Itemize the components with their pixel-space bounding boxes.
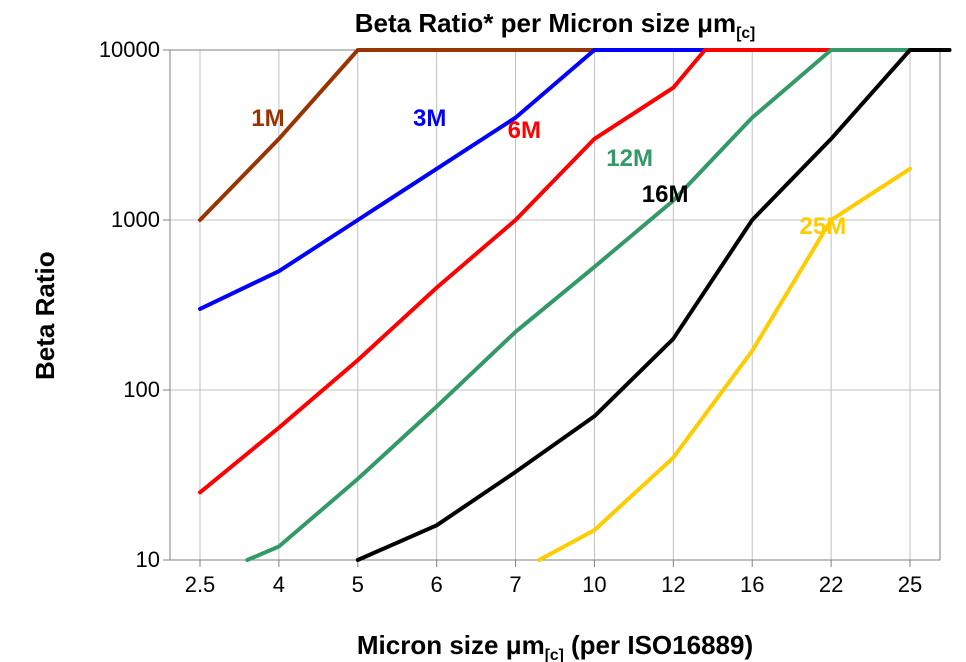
x-tick-label: 22 <box>801 572 861 598</box>
series-label-25M: 25M <box>800 213 847 241</box>
y-tick-label: 10 <box>80 547 160 573</box>
series-label-1M: 1M <box>251 105 284 133</box>
y-tick-label: 100 <box>80 377 160 403</box>
series-label-16M: 16M <box>642 181 689 209</box>
series-label-3M: 3M <box>413 105 446 133</box>
x-tick-label: 10 <box>564 572 624 598</box>
x-tick-label: 12 <box>643 572 703 598</box>
x-tick-label: 4 <box>249 572 309 598</box>
x-tick-label: 7 <box>486 572 546 598</box>
series-label-6M: 6M <box>508 117 541 145</box>
x-tick-label: 5 <box>328 572 388 598</box>
x-tick-label: 2.5 <box>170 572 230 598</box>
x-tick-label: 16 <box>722 572 782 598</box>
y-tick-label: 1000 <box>80 207 160 233</box>
series-label-12M: 12M <box>606 145 653 173</box>
x-tick-label: 6 <box>407 572 467 598</box>
y-tick-label: 10000 <box>80 37 160 63</box>
x-tick-label: 25 <box>880 572 940 598</box>
chart-container: Beta Ratio* per Micron size μm[c] Beta R… <box>0 0 966 662</box>
